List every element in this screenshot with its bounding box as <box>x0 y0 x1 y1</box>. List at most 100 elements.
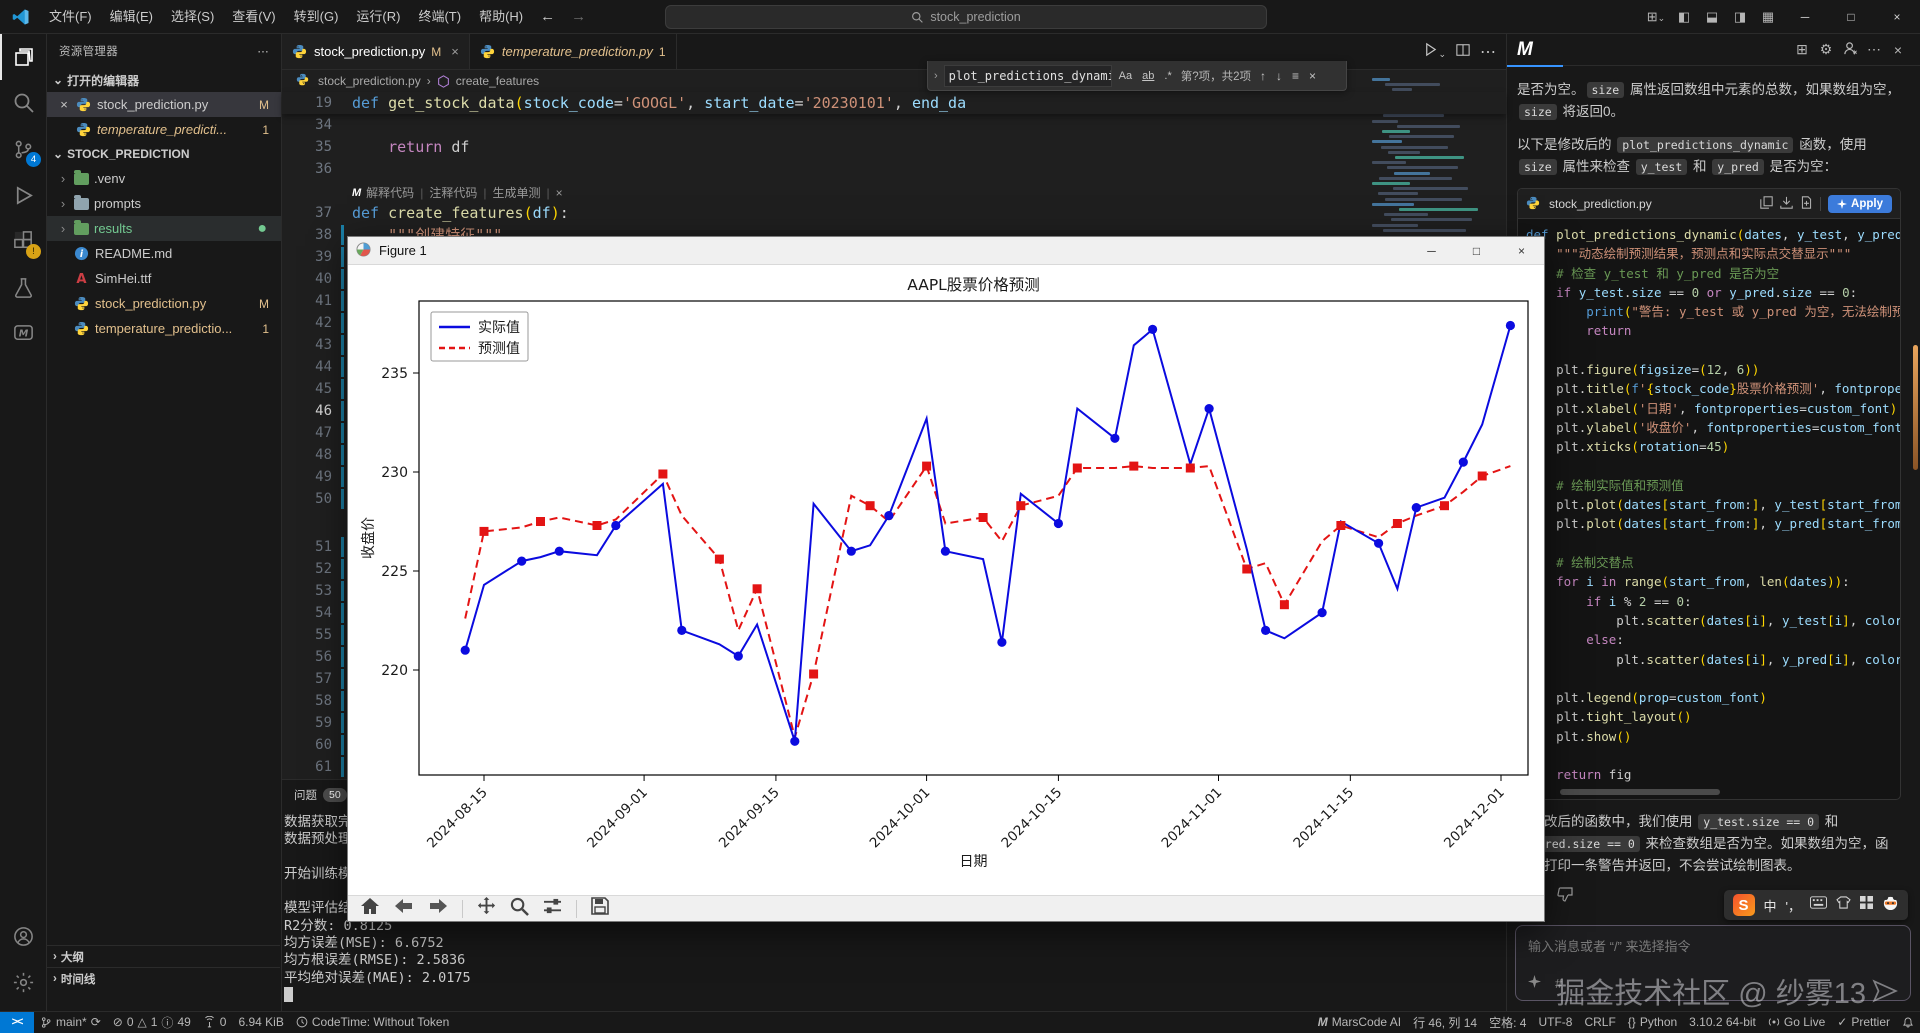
activity-explorer-icon[interactable] <box>0 34 47 80</box>
open-editor-item[interactable]: temperature_predicti... 1 <box>47 117 281 142</box>
status-marscode[interactable]: M MarsCode AI <box>1317 1015 1402 1029</box>
find-in-selection-icon[interactable]: ≡ <box>1292 68 1300 83</box>
activity-settings-icon[interactable] <box>0 959 47 1005</box>
find-previous-icon[interactable]: ↑ <box>1260 68 1267 83</box>
codelens-注释代码[interactable]: 注释代码 <box>429 186 478 200</box>
commands-icon[interactable] <box>1528 975 1541 991</box>
status-go-live[interactable]: Go Live <box>1762 1012 1831 1033</box>
new-chat-icon[interactable]: ⊞ <box>1796 41 1808 57</box>
subplots-icon[interactable] <box>543 898 562 920</box>
panel-close-icon[interactable]: × <box>1893 41 1903 58</box>
horizontal-scrollbar[interactable] <box>1560 788 1720 795</box>
figure-minimize-button[interactable]: ─ <box>1427 243 1436 258</box>
menu-文件[interactable]: 文件(F) <box>49 8 92 24</box>
panel-more-icon[interactable]: ⋯ <box>1867 41 1881 57</box>
figure-title-bar[interactable]: Figure 1 ─ □ × <box>348 237 1544 265</box>
regex-icon[interactable]: .* <box>1164 69 1172 82</box>
codelens-生成单测[interactable]: 生成单测 <box>492 186 541 200</box>
code-line[interactable]: 46 <box>282 400 1506 422</box>
menu-编辑[interactable]: 编辑(E) <box>109 8 153 24</box>
insert-icon[interactable] <box>1780 196 1793 212</box>
status-filesize[interactable]: 6.94 KiB <box>238 1015 284 1029</box>
activity-marscode-icon[interactable]: M <box>0 310 47 356</box>
code-block[interactable]: def plot_predictions_dynamic(dates, y_te… <box>1518 219 1900 787</box>
editor-more-icon[interactable]: ⋯ <box>1480 44 1496 61</box>
status-problems[interactable]: ⊘ 0 △ 1 ⓘ 49 <box>112 1015 191 1030</box>
window-minimize-button[interactable]: ─ <box>1800 9 1810 24</box>
zoom-icon[interactable] <box>510 897 529 921</box>
toggle-panel-icon[interactable]: ⬓ <box>1705 8 1719 24</box>
activity-testing-icon[interactable] <box>0 264 47 310</box>
settings-icon[interactable]: ⚙ <box>1819 41 1833 57</box>
code-line[interactable]: 57 <box>282 668 1506 690</box>
code-line[interactable]: 50 <box>282 488 1506 510</box>
menu-终端[interactable]: 终端(T) <box>418 8 462 24</box>
status-language[interactable]: {} Python <box>1627 1015 1678 1029</box>
code-line[interactable]: 52 <box>282 558 1506 580</box>
code-line[interactable]: 36 <box>282 158 1506 180</box>
menu-转到[interactable]: 转到(G) <box>293 8 339 24</box>
figure-maximize-button[interactable]: □ <box>1472 243 1481 258</box>
folder-.venv[interactable]: › .venv <box>47 166 281 191</box>
find-input[interactable]: plot_predictions_dynamic <box>943 64 1112 87</box>
status-remote[interactable]: >< <box>0 1011 34 1033</box>
file-temperaturepredictio...[interactable]: temperature_predictio... 1 <box>47 316 281 341</box>
code-line[interactable]: 35 return df <box>282 136 1506 158</box>
whole-word-icon[interactable]: ab <box>1142 69 1155 82</box>
code-line[interactable]: 54 <box>282 602 1506 624</box>
menu-运行[interactable]: 运行(R) <box>356 8 401 24</box>
ime-apps-icon[interactable] <box>1860 896 1873 914</box>
code-line[interactable]: 61 <box>282 756 1506 778</box>
code-line[interactable]: 44 <box>282 356 1506 378</box>
activity-search-icon[interactable] <box>0 80 47 126</box>
activity-source-control-icon[interactable]: 4 <box>0 126 47 172</box>
status-interpreter[interactable]: 3.10.2 64-bit <box>1689 1015 1756 1029</box>
status-codetime[interactable]: CodeTime: Without Token <box>290 1012 455 1033</box>
ime-language-icon[interactable]: 中 <box>1763 898 1777 914</box>
find-replace-toggle-icon[interactable]: › <box>934 69 938 82</box>
thumbs-down-icon[interactable] <box>1557 886 1573 907</box>
folder-prompts[interactable]: › prompts <box>47 191 281 216</box>
close-icon[interactable]: × <box>60 97 68 112</box>
menu-查看[interactable]: 查看(V) <box>232 8 276 24</box>
run-python-button[interactable]: ⌄ <box>1423 42 1446 62</box>
explorer-more-icon[interactable]: ⋯ <box>257 46 269 58</box>
code-line[interactable]: 42 <box>282 312 1506 334</box>
folder-results[interactable]: › results ● <box>47 216 281 241</box>
open-editor-item[interactable]: × stock_prediction.py M <box>47 92 281 117</box>
section-project-root[interactable]: ⌄ STOCK_PREDICTION <box>53 147 190 161</box>
section-时间线[interactable]: › 时间线 <box>47 967 280 989</box>
account-star-icon[interactable] <box>1838 41 1862 59</box>
code-line[interactable]: 49 <box>282 466 1506 488</box>
sogou-logo-icon[interactable]: S <box>1732 894 1755 916</box>
code-line[interactable]: 47 <box>282 422 1506 444</box>
status-ports[interactable]: 0 <box>197 1012 233 1033</box>
split-editor-icon[interactable] <box>1456 43 1470 62</box>
command-center-settings-icon[interactable]: ⊞⌄ <box>1646 8 1666 24</box>
forward-icon[interactable]: → <box>571 8 587 25</box>
activity-run-debug-icon[interactable] <box>0 172 47 218</box>
code-area[interactable]: 34 35 return df 36 M 解释代码 | 注释代码 | 生成单测 | × 37 def c… <box>282 114 1506 778</box>
status-cursor-position[interactable]: 行 46, 列 14 <box>1413 1015 1478 1030</box>
code-line[interactable]: 53 <box>282 580 1506 602</box>
panel-scrollbar[interactable] <box>1913 345 1918 470</box>
tab-problems[interactable]: 问题 50 <box>294 787 347 803</box>
command-center-search[interactable]: stock_prediction <box>665 5 1267 29</box>
breadcrumb[interactable]: stock_prediction.py › create_features <box>282 70 1506 92</box>
toggle-primary-sidebar-icon[interactable]: ◧ <box>1677 8 1691 24</box>
back-arrow-icon[interactable] <box>394 898 414 919</box>
home-icon[interactable] <box>360 897 380 920</box>
status-notifications[interactable] <box>1896 1012 1920 1033</box>
tab-temperature_prediction.py[interactable]: temperature_prediction.py 1 <box>469 34 677 69</box>
file-SimHei.ttf[interactable]: A SimHei.ttf <box>47 266 281 291</box>
save-icon[interactable] <box>591 897 609 920</box>
code-line[interactable]: 40 <box>282 268 1506 290</box>
apply-button[interactable]: Apply <box>1828 194 1892 213</box>
status-prettier[interactable]: ✓ Prettier <box>1837 1015 1890 1029</box>
code-line[interactable]: 60 <box>282 734 1506 756</box>
code-line[interactable]: 43 <box>282 334 1506 356</box>
status-encoding[interactable]: UTF-8 <box>1538 1015 1573 1029</box>
match-case-icon[interactable]: Aa <box>1118 69 1133 82</box>
menu-帮助[interactable]: 帮助(H) <box>479 8 524 24</box>
window-maximize-button[interactable]: □ <box>1847 9 1855 24</box>
